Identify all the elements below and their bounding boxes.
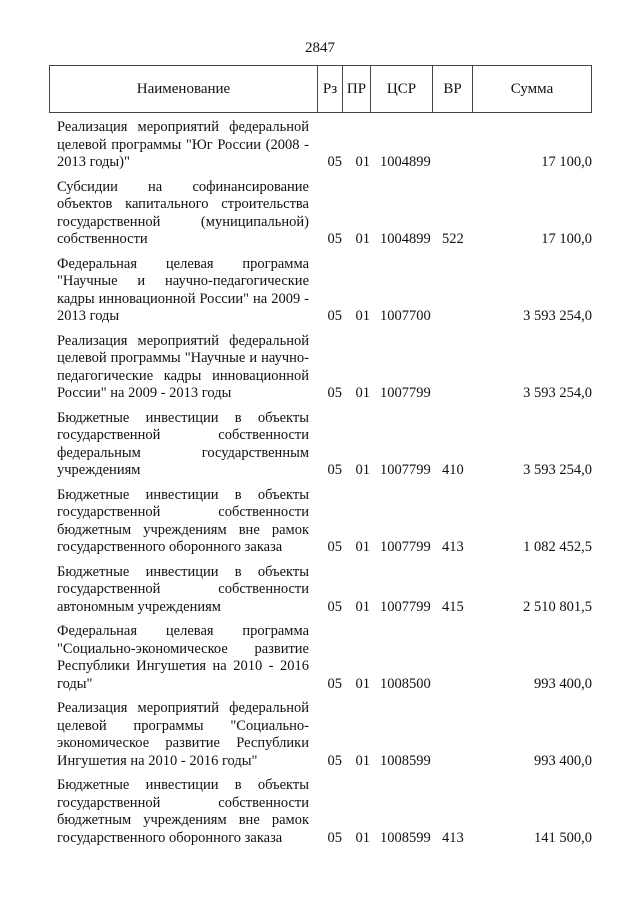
cell-rz: 05 xyxy=(327,539,343,555)
header-csr: ЦСР xyxy=(371,66,433,112)
header-sum: Сумма xyxy=(510,80,554,97)
header-vr: ВР xyxy=(433,66,473,112)
cell-rz: 05 xyxy=(327,829,343,846)
cell-sum: 3 593 254,0 xyxy=(523,385,592,401)
cell-rz: 05 xyxy=(327,462,343,478)
table-row: Федеральная целевая программа "Научные и… xyxy=(49,249,592,326)
cell-name: Федеральная целевая программа "Научные и… xyxy=(57,255,309,325)
header-name: Наименование xyxy=(50,66,318,112)
table-row: Бюджетные инвестиции в объекты государст… xyxy=(49,480,592,557)
header-rz: Рз xyxy=(318,66,343,112)
cell-sum: 2 510 801,5 xyxy=(523,598,592,615)
cell-pr: 01 xyxy=(355,462,371,478)
cell-pr: 01 xyxy=(355,539,371,555)
cell-csr: 1007799 xyxy=(380,385,431,401)
cell-rz: 05 xyxy=(327,308,343,324)
cell-pr: 01 xyxy=(355,385,371,401)
cell-pr: 01 xyxy=(355,308,371,324)
cell-rz: 05 xyxy=(327,154,343,170)
cell-rz: 05 xyxy=(327,598,343,615)
cell-vr: 522 xyxy=(442,231,464,247)
cell-vr: 413 xyxy=(442,539,464,555)
cell-name: Реализация мероприятий федеральной целев… xyxy=(57,700,309,769)
cell-csr: 1007799 xyxy=(380,598,431,615)
cell-csr: 1007700 xyxy=(380,308,431,324)
cell-sum: 3 593 254,0 xyxy=(523,462,592,478)
cell-csr: 1007799 xyxy=(380,462,431,478)
cell-name: Бюджетные инвестиции в объекты государст… xyxy=(57,409,309,479)
cell-csr: 1004899 xyxy=(380,231,431,247)
cell-csr: 1008599 xyxy=(380,752,431,769)
cell-sum: 3 593 254,0 xyxy=(523,308,592,324)
cell-sum: 993 400,0 xyxy=(534,675,592,692)
cell-sum: 993 400,0 xyxy=(534,752,592,769)
cell-vr: 415 xyxy=(442,598,464,615)
cell-name: Бюджетные инвестиции в объекты государст… xyxy=(57,777,309,846)
cell-name: Бюджетные инвестиции в объекты государст… xyxy=(57,563,309,615)
table-row: Бюджетные инвестиции в объекты государст… xyxy=(49,770,592,847)
cell-pr: 01 xyxy=(355,675,371,692)
cell-pr: 01 xyxy=(355,752,371,769)
table-row: Реализация мероприятий федеральной целев… xyxy=(49,693,592,770)
table-header: Наименование Рз ПР ЦСР ВР Сумма xyxy=(49,65,592,113)
cell-name: Реализация мероприятий федеральной целев… xyxy=(57,119,309,170)
cell-rz: 05 xyxy=(327,752,343,769)
cell-name: Федеральная целевая программа "Социально… xyxy=(57,623,309,692)
table-row: Федеральная целевая программа "Социально… xyxy=(49,616,592,693)
cell-sum: 1 082 452,5 xyxy=(523,539,592,555)
cell-pr: 01 xyxy=(355,598,371,615)
table-row: Реализация мероприятий федеральной целев… xyxy=(49,112,592,172)
cell-csr: 1008500 xyxy=(380,675,431,692)
cell-name: Реализация мероприятий федеральной целев… xyxy=(57,332,309,402)
cell-csr: 1007799 xyxy=(380,539,431,555)
cell-sum: 17 100,0 xyxy=(541,154,592,170)
table-row: Бюджетные инвестиции в объекты государст… xyxy=(49,557,592,617)
cell-csr: 1008599 xyxy=(380,829,431,846)
cell-sum: 141 500,0 xyxy=(534,829,592,846)
cell-name: Субсидии на софинансирование объектов ка… xyxy=(57,178,309,248)
header-pr: ПР xyxy=(343,66,371,112)
cell-vr: 410 xyxy=(442,462,464,478)
cell-rz: 05 xyxy=(327,675,343,692)
cell-rz: 05 xyxy=(327,231,343,247)
cell-pr: 01 xyxy=(355,231,371,247)
cell-rz: 05 xyxy=(327,385,343,401)
cell-pr: 01 xyxy=(355,154,371,170)
table-row: Субсидии на софинансирование объектов ка… xyxy=(49,172,592,249)
cell-name: Бюджетные инвестиции в объекты государст… xyxy=(57,486,309,556)
page-number: 2847 xyxy=(305,40,335,56)
cell-vr: 413 xyxy=(442,829,464,846)
cell-pr: 01 xyxy=(355,829,371,846)
cell-sum: 17 100,0 xyxy=(541,231,592,247)
cell-csr: 1004899 xyxy=(380,154,431,170)
table-row: Бюджетные инвестиции в объекты государст… xyxy=(49,403,592,480)
table-row: Реализация мероприятий федеральной целев… xyxy=(49,326,592,403)
table-body: Реализация мероприятий федеральной целев… xyxy=(49,112,592,847)
